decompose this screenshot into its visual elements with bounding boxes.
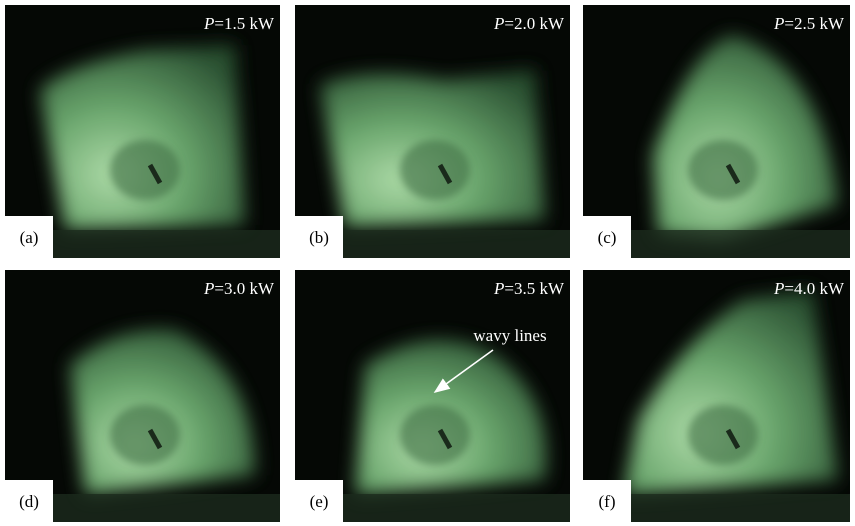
panel: (a) P=1.5 kW	[5, 5, 280, 258]
panel: (d) P=3.0 kW	[5, 270, 280, 522]
power-label: P=2.5 kW	[773, 14, 845, 33]
panel: (b) P=2.0 kW	[295, 5, 570, 258]
figure: (a)P=1.5 kW(b)P=2.0 kW(c)P=2.5 kW(d)P=3.…	[0, 0, 855, 526]
panel-label: (c)	[598, 228, 617, 247]
pool-shadow	[400, 140, 470, 200]
panel-label: (d)	[19, 492, 39, 511]
power-label: P=2.0 kW	[493, 14, 565, 33]
power-label: P=1.5 kW	[203, 14, 275, 33]
panel-label: (e)	[310, 492, 329, 511]
power-value: =2.5 kW	[784, 14, 845, 33]
power-symbol: P	[493, 14, 504, 33]
power-symbol: P	[773, 279, 784, 298]
power-symbol: P	[203, 279, 214, 298]
power-label: P=4.0 kW	[773, 279, 845, 298]
annotation: wavy lines	[473, 326, 546, 345]
power-symbol: P	[203, 14, 214, 33]
pool-shadow	[688, 140, 758, 200]
power-value: =3.0 kW	[214, 279, 275, 298]
power-value: =3.5 kW	[504, 279, 565, 298]
panel: (e) P=3.5 kW wavy lines	[295, 270, 570, 522]
pool-shadow	[110, 140, 180, 200]
pool-shadow	[688, 405, 758, 465]
power-symbol: P	[773, 14, 784, 33]
pool-shadow	[400, 405, 470, 465]
power-value: =4.0 kW	[784, 279, 845, 298]
glow	[40, 45, 245, 230]
power-label: P=3.0 kW	[203, 279, 275, 298]
panel: (f) P=4.0 kW	[583, 270, 850, 522]
power-value: =2.0 kW	[504, 14, 565, 33]
panel-label: (b)	[309, 228, 329, 247]
power-value: =1.5 kW	[214, 14, 275, 33]
panel-label: (f)	[599, 492, 616, 511]
power-symbol: P	[493, 279, 504, 298]
power-label: P=3.5 kW	[493, 279, 565, 298]
pool-shadow	[110, 405, 180, 465]
panel-label: (a)	[20, 228, 39, 247]
panel: (c) P=2.5 kW	[583, 5, 850, 258]
